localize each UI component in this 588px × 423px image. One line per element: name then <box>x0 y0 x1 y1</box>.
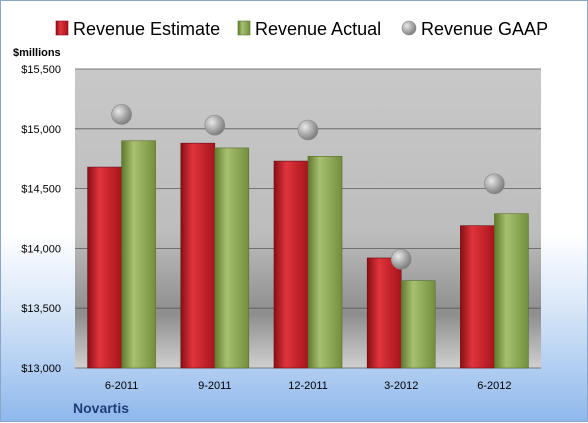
bar-revenue-estimate <box>366 257 402 369</box>
bar-revenue-actual <box>307 156 343 369</box>
bar-revenue-estimate <box>180 142 216 369</box>
y-tick-label: $13,500 <box>21 303 61 315</box>
legend-label-revenue-gaap: Revenue GAAP <box>421 19 548 39</box>
bar-revenue-estimate <box>460 225 495 369</box>
legend-swatch-revenue-estimate <box>55 20 69 36</box>
y-tick-label: $13,000 <box>21 363 61 375</box>
bar-revenue-estimate <box>87 166 122 369</box>
x-tick-label: 6-2012 <box>477 380 511 392</box>
bar-revenue-actual <box>400 280 436 369</box>
y-tick-label: $14,000 <box>21 243 61 255</box>
unit-label: $millions <box>13 47 61 59</box>
point-revenue-gaap <box>204 114 226 136</box>
legend-label-revenue-actual: Revenue Actual <box>255 19 381 39</box>
gaap-points-layer <box>111 104 505 270</box>
y-tick-label: $15,500 <box>21 64 61 76</box>
y-axis-labels: $13,000 $13,500 $14,000 $14,500 $15,000 $15,5… <box>21 64 61 375</box>
x-axis-labels: 6-2011 9-2011 12-2011 3-2012 6-2012 <box>105 380 512 392</box>
bars-layer <box>87 140 529 369</box>
bar-revenue-actual <box>121 140 156 369</box>
x-tick-label: 12-2011 <box>288 380 328 392</box>
point-revenue-gaap <box>390 248 412 270</box>
point-revenue-gaap <box>297 119 319 141</box>
bar-revenue-actual <box>494 213 529 369</box>
y-tick-label: $14,500 <box>21 184 61 196</box>
legend-label-revenue-estimate: Revenue Estimate <box>73 19 220 39</box>
legend-swatch-revenue-actual <box>237 20 251 36</box>
x-tick-label: 6-2011 <box>105 380 138 392</box>
point-revenue-gaap <box>484 173 505 195</box>
bar-revenue-estimate <box>273 160 309 369</box>
point-revenue-gaap <box>111 104 132 125</box>
y-tick-label: $15,000 <box>21 124 61 136</box>
legend: Revenue Estimate Revenue Actual Revenue … <box>55 19 548 39</box>
x-tick-label: 9-2011 <box>198 380 231 392</box>
company-name: Novartis <box>73 400 129 416</box>
legend-swatch-revenue-gaap <box>401 20 417 36</box>
bar-revenue-actual <box>214 147 250 369</box>
x-tick-label: 3-2012 <box>384 380 418 392</box>
